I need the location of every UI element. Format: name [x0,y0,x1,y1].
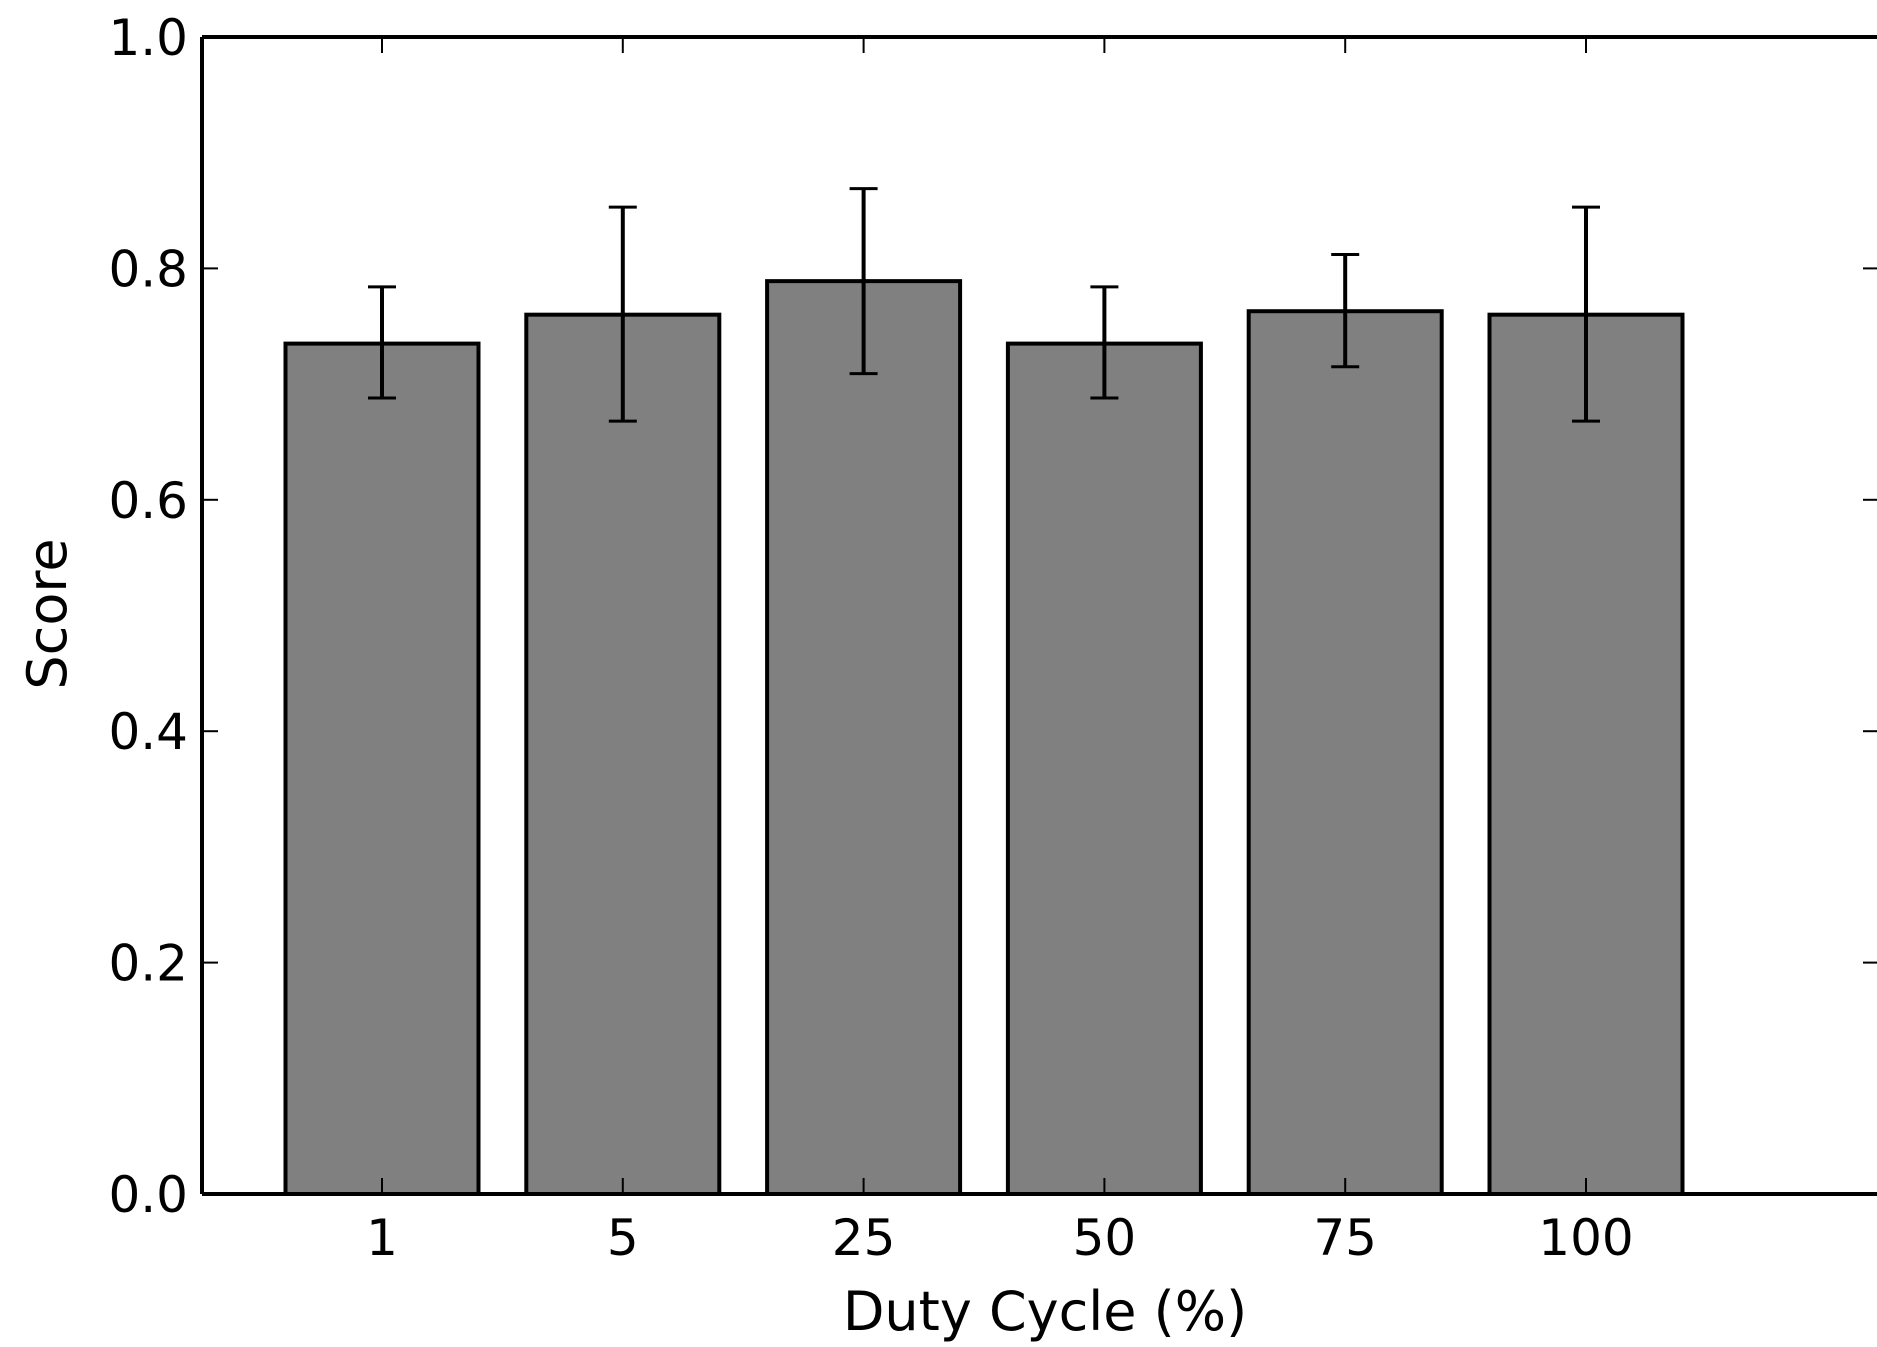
x-tick-label-5: 5 [607,1209,639,1267]
y-tick-label-0.6: 0.6 [108,472,188,530]
x-axis-label: Duty Cycle (%) [843,1280,1247,1343]
plot-frame [200,35,1877,1196]
x-tick-label-1: 1 [366,1209,398,1267]
bar-5 [524,312,722,1196]
y-tick-label-0.2: 0.2 [108,935,188,993]
bar-50 [1005,341,1203,1197]
x-tick-label-75: 75 [1313,1209,1377,1267]
y-axis-label: Score [16,538,79,689]
bar-1 [283,341,481,1197]
y-tick-label-0.8: 0.8 [108,240,188,298]
y-tick-label-0.0: 0.0 [108,1166,188,1224]
bars-group [283,279,1685,1197]
bar-25 [765,279,963,1196]
bar-100 [1487,312,1685,1196]
x-tick-label-100: 100 [1538,1209,1633,1267]
y-tick-label-1.0: 1.0 [108,9,188,67]
bar-75 [1246,309,1444,1197]
ticks-group [202,36,1877,1195]
tick-labels-group: 1 5 25 50 75 100 0.0 0.2 0.4 0.6 0.8 1.0 [108,9,1633,1267]
error-bars-group [368,187,1600,423]
x-tick-label-25: 25 [832,1209,896,1267]
y-tick-label-0.4: 0.4 [108,703,188,761]
x-tick-label-50: 50 [1073,1209,1137,1267]
